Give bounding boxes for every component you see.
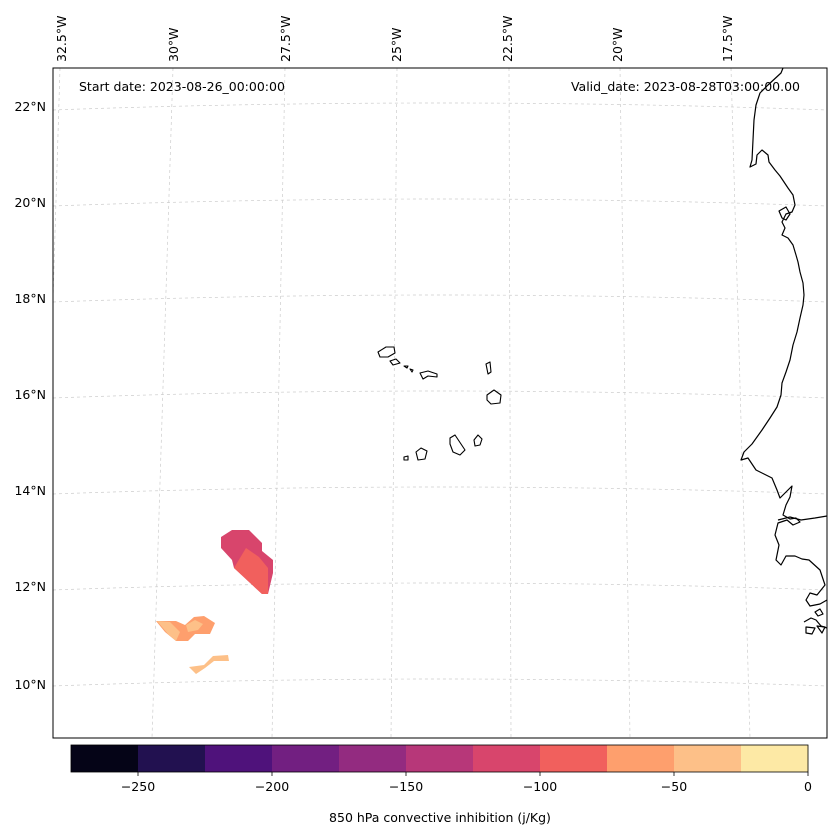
start-date-annotation: Start date: 2023-08-26_00:00:00 [79,79,285,94]
latitude-axis: 22°N 20°N 18°N 16°N 14°N 12°N 10°N [14,99,46,692]
cin-patch-west-c [186,620,203,632]
colorbar: −250 −200 −150 −100 −50 0 [70,744,812,794]
colorbar-tick-label: 0 [804,779,812,794]
lon-label-30w: 30°W [166,27,181,62]
lon-label-22-5w: 22.5°W [500,16,515,62]
colorbar-segment [138,745,206,772]
colorbar-segment [339,745,407,772]
lat-label-16n: 16°N [14,387,46,402]
african-coastline [740,67,828,635]
colorbar-segment [71,745,139,772]
colorbar-segment [674,745,742,772]
colorbar-tick-label: −100 [523,779,557,794]
lat-label-20n: 20°N [14,195,46,210]
colorbar-label: 850 hPa convective inhibition (j/Kg) [329,810,551,825]
lon-label-32-5w: 32.5°W [54,16,69,62]
longitude-axis: 32.5°W 30°W 27.5°W 25°W 22.5°W 20°W 17.5… [54,16,735,62]
colorbar-segment [741,745,809,772]
cin-patch-south [189,655,229,674]
lat-label-14n: 14°N [14,483,46,498]
longitude-gridlines [52,67,751,739]
lon-label-27-5w: 27.5°W [278,16,293,62]
colorbar-frame [70,744,809,773]
colorbar-segment [406,745,474,772]
colorbar-segment [473,745,541,772]
colorbar-tick-label: −50 [661,779,687,794]
colorbar-tick-label: −250 [121,779,155,794]
lat-label-10n: 10°N [14,677,46,692]
lat-label-12n: 12°N [14,579,46,594]
colorbar-segment [540,745,608,772]
map-frame [52,67,828,739]
latitude-gridlines [52,102,828,687]
valid-date-annotation: Valid_date: 2023-08-28T03:00:00.00 [571,79,800,94]
cabo-verde-islands [377,346,502,461]
lon-label-17-5w: 17.5°W [720,16,735,62]
colorbar-segment [205,745,273,772]
lat-label-22n: 22°N [14,99,46,114]
lat-label-18n: 18°N [14,291,46,306]
cin-contours [156,530,273,674]
lon-label-25w: 25°W [389,27,404,62]
colorbar-tick-label: −200 [255,779,289,794]
colorbar-tick-label: −150 [389,779,423,794]
colorbar-segment [607,745,675,772]
cin-patch-northeast-inner [234,548,268,594]
cin-patch-west-b [157,621,180,641]
colorbar-segment [272,745,340,772]
lon-label-20w: 20°W [610,27,625,62]
